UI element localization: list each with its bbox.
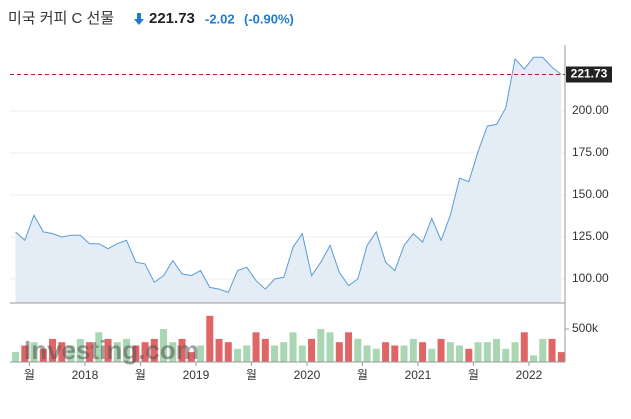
x-tick-label: 2019: [183, 368, 210, 382]
volume-bar: [197, 345, 205, 362]
area: [15, 57, 562, 303]
y-tick-label: 125.00: [572, 229, 609, 243]
y-tick-label: 100.00: [572, 271, 609, 285]
volume-bar: [446, 342, 454, 362]
volume-bar: [354, 338, 362, 362]
price: 221.73: [149, 10, 195, 27]
y-tick-label: 150.00: [572, 187, 609, 201]
volume-bar: [141, 342, 149, 362]
volume-bar: [76, 338, 84, 362]
volume-bar: [419, 342, 427, 362]
volume-bar: [511, 342, 519, 362]
x-tick-label: 월: [357, 368, 368, 382]
volume-bar: [391, 345, 399, 362]
volume-bar: [271, 345, 279, 362]
volume-bar: [234, 348, 242, 362]
x-tick-label: 2018: [72, 368, 99, 382]
volume-bar: [160, 329, 168, 362]
volume-bar: [178, 338, 186, 362]
volume-bar: [428, 348, 436, 362]
volume-bar: [243, 345, 251, 362]
volume-bar: [400, 345, 408, 362]
volume-bar: [104, 338, 112, 362]
volume-bar: [187, 352, 195, 362]
volume-bar: [363, 345, 371, 362]
volume-bar: [123, 338, 131, 362]
x-tick-label: 월: [468, 368, 479, 382]
volume-bar: [335, 342, 343, 362]
volume-bar: [326, 332, 334, 362]
volume-bar: [169, 342, 177, 362]
volume-bar: [12, 352, 20, 362]
price-line: [15, 56, 562, 294]
volume-bar: [252, 332, 260, 362]
volume-bar: [58, 342, 66, 362]
x-tick-label: 월: [24, 368, 35, 382]
volume-bar: [215, 338, 223, 362]
chart-title: 미국 커피 C 선물: [8, 10, 114, 27]
volume-bar: [30, 342, 38, 362]
change-pct: (-0.90%): [244, 11, 294, 26]
volume-tick-label: 500k: [572, 321, 599, 335]
volume-bar: [483, 342, 491, 362]
volume-bar: [49, 338, 57, 362]
x-tick-label: 2020: [294, 368, 321, 382]
y-tick-label: 175.00: [572, 145, 609, 159]
volume-bar: [437, 338, 445, 362]
volume-bar: [67, 345, 75, 362]
volume-bar: [298, 345, 306, 362]
volume-bar: [150, 338, 158, 362]
volume-bar: [530, 355, 538, 362]
last-price-box: [566, 66, 612, 83]
x-tick-label: 2022: [516, 368, 543, 382]
volume-bar: [95, 332, 103, 362]
volume-bar: [548, 338, 556, 362]
volume-bar: [372, 348, 380, 362]
volume-bar: [39, 348, 47, 362]
down-arrow: [134, 13, 144, 25]
volume-bar: [502, 348, 510, 362]
x-tick-label: 월: [135, 368, 146, 382]
change: -2.02: [205, 11, 235, 26]
volume-bar: [382, 342, 390, 362]
volume-bar: [289, 332, 297, 362]
volume-bar: [132, 345, 140, 362]
volume-bar: [465, 348, 473, 362]
volume-bar: [21, 345, 29, 362]
volume-bar: [206, 315, 214, 362]
y-tick-label: 200.00: [572, 103, 609, 117]
volume-bar: [86, 342, 94, 362]
volume-bar: [317, 329, 325, 362]
volume-bar: [261, 338, 269, 362]
volume-bar: [308, 338, 316, 362]
x-tick-label: 2021: [405, 368, 432, 382]
volume-bar: [520, 332, 528, 362]
volume-bar: [224, 342, 232, 362]
volume-bar: [493, 338, 501, 362]
volume-bar: [409, 338, 417, 362]
volume-bar: [280, 342, 288, 362]
volume-bar: [345, 332, 353, 362]
volume-bar: [456, 345, 464, 362]
volume-bar: [557, 352, 565, 362]
last-price-label: 221.73: [571, 67, 608, 81]
volume-bar: [539, 338, 547, 362]
watermark: Investing.com: [24, 335, 199, 365]
volume-bar: [113, 342, 121, 362]
volume-bar: [474, 342, 482, 362]
x-tick-label: 월: [246, 368, 257, 382]
